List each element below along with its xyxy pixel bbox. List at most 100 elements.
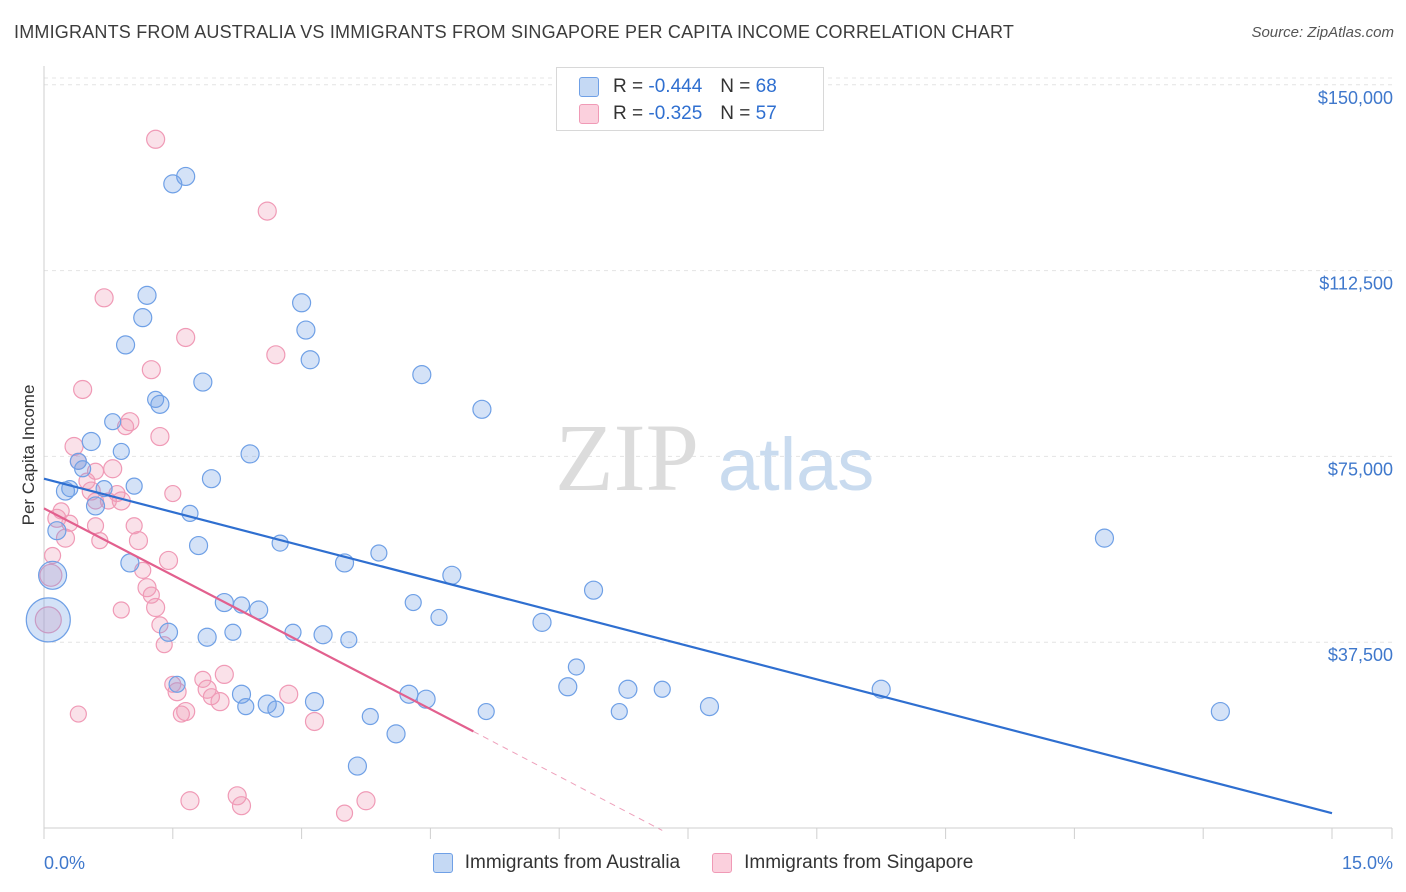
australia-point — [300, 350, 320, 370]
singapore-point — [176, 327, 196, 348]
australia-point — [1094, 528, 1115, 548]
australia-point — [158, 622, 179, 642]
singapore-point — [155, 636, 173, 654]
legend-r-label: R = — [613, 103, 644, 124]
australia-point — [313, 625, 333, 645]
singapore-point — [73, 379, 93, 400]
singapore-point — [304, 711, 325, 732]
australia-point — [168, 675, 186, 693]
singapore-point — [43, 546, 62, 565]
australia-point — [47, 521, 67, 541]
australia-point — [304, 692, 325, 712]
singapore-point — [356, 791, 376, 811]
australia-point — [347, 756, 368, 776]
australia-point — [340, 631, 358, 649]
singapore-points — [34, 129, 376, 822]
australia-point — [176, 166, 196, 187]
australia-point — [558, 677, 578, 697]
australia-point — [653, 680, 671, 698]
series-legend: Immigrants from Australia Immigrants fro… — [0, 852, 1406, 874]
singapore-point — [335, 804, 354, 822]
grid-lines — [44, 77, 1392, 643]
legend-item-australia[interactable]: Immigrants from Australia — [432, 852, 681, 874]
y-tick-label: $150,000 — [1318, 88, 1393, 108]
australia-point — [112, 442, 130, 461]
singapore-point — [69, 705, 87, 723]
source-label: Source: ZipAtlas.com — [1251, 24, 1394, 41]
australia-point — [115, 335, 136, 355]
australia-point — [201, 469, 222, 489]
australia-point — [430, 608, 448, 627]
singapore-point — [158, 550, 179, 571]
legend-swatch-singapore — [579, 104, 599, 124]
legend-r-label: R = — [613, 76, 644, 97]
legend-r-value-singapore: -0.325 — [648, 103, 703, 124]
singapore-point — [266, 345, 286, 365]
australia-point — [257, 694, 277, 714]
singapore-trend-line — [43, 507, 474, 733]
australia-point — [532, 612, 552, 632]
australia-legend-label: Immigrants from Australia — [464, 852, 681, 873]
australia-point — [412, 365, 432, 385]
axes — [43, 66, 1393, 839]
watermark-atlas: atlas — [718, 423, 874, 506]
australia-point — [125, 477, 143, 495]
singapore-point — [231, 796, 252, 816]
singapore-legend-label: Immigrants from Singapore — [744, 852, 974, 873]
y-tick-label: $112,500 — [1319, 274, 1393, 294]
singapore-point — [125, 517, 143, 535]
legend-item-singapore[interactable]: Immigrants from Singapore — [712, 852, 973, 874]
singapore-point — [150, 426, 170, 447]
watermark-zip: ZIP — [555, 404, 699, 511]
australia-swatch — [432, 853, 453, 873]
australia-point — [618, 679, 638, 699]
australia-point — [699, 697, 720, 717]
y-axis-label: Per Capita Income — [19, 385, 38, 526]
singapore-point — [94, 288, 114, 308]
singapore-point — [103, 459, 123, 479]
legend-n-value-singapore: 57 — [755, 103, 777, 124]
trend-lines — [43, 477, 1333, 831]
australia-point — [85, 496, 106, 516]
watermark: ZIP atlas — [555, 404, 874, 511]
australia-point — [74, 460, 92, 478]
singapore-trend-extension — [473, 730, 663, 831]
singapore-point — [227, 786, 247, 806]
australia-point — [224, 623, 242, 641]
singapore-point — [142, 586, 160, 604]
australia-point — [610, 702, 628, 721]
australia-point — [386, 724, 406, 744]
australia-points — [25, 166, 1230, 776]
y-tick-label: $37,500 — [1328, 645, 1393, 665]
singapore-point — [214, 664, 234, 685]
australia-point — [240, 444, 260, 464]
australia-point — [25, 597, 71, 643]
singapore-point — [176, 701, 196, 722]
singapore-point — [141, 360, 161, 380]
singapore-point — [194, 670, 212, 688]
australia-point — [137, 285, 157, 305]
australia-point — [296, 320, 316, 340]
singapore-point — [180, 791, 200, 811]
australia-point — [442, 565, 462, 585]
australia-point — [292, 293, 312, 313]
australia-point — [37, 560, 68, 590]
australia-point — [133, 308, 153, 328]
x-tick-label-max: 15.0% — [1342, 853, 1393, 873]
legend-n-value-australia: 68 — [755, 76, 777, 97]
australia-point — [416, 689, 436, 709]
australia-point — [1210, 701, 1230, 722]
singapore-point — [146, 597, 166, 618]
australia-point — [472, 399, 492, 419]
singapore-point — [164, 484, 182, 503]
australia-point — [477, 702, 495, 721]
singapore-point — [146, 129, 166, 149]
singapore-swatch — [712, 853, 733, 873]
australia-point — [361, 707, 379, 726]
australia-point — [188, 535, 209, 556]
singapore-point — [34, 606, 62, 634]
legend-r-value-australia: -0.444 — [648, 76, 703, 97]
y-tick-label: $75,000 — [1328, 459, 1393, 479]
australia-point — [104, 413, 122, 431]
singapore-point — [210, 692, 230, 712]
